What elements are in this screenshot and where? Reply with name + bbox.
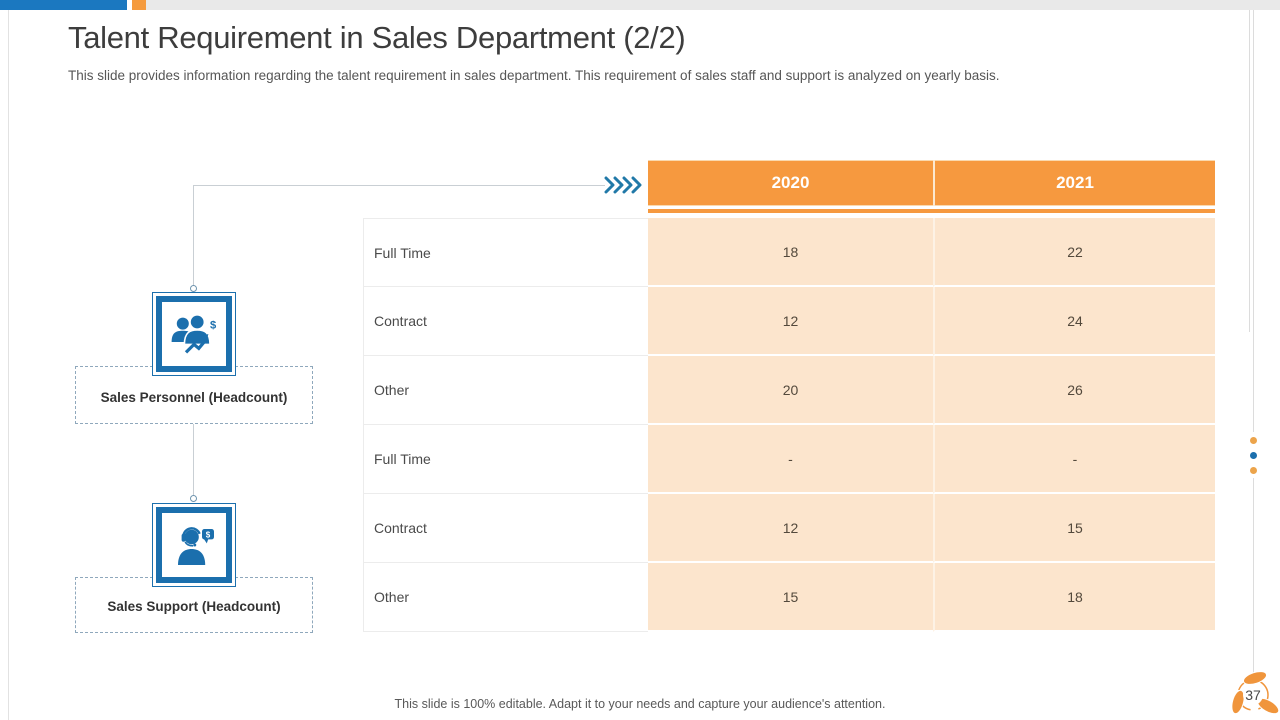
page-number-badge: 37 [1226,666,1280,720]
cell-2021: - [933,425,1215,494]
connector-node-circle-2 [190,495,197,502]
cell-2021: 18 [933,563,1215,632]
row-label: Other [363,563,648,632]
row-label: Other [363,356,648,425]
connector-node-circle-1 [190,285,197,292]
table-header-2020: 2020 [771,173,810,192]
table-header-underline-strip [648,209,1215,213]
right-dot-orange-2 [1250,467,1257,474]
table-row: Full Time - - [363,425,1215,494]
topbar-orange-square [132,0,146,10]
talent-requirement-table: Full Time 18 22 Contract 12 24 Other 20 … [363,218,1215,632]
table-row: Contract 12 15 [363,494,1215,563]
right-decoration-line-3 [1253,478,1254,678]
connector-horizontal [193,185,605,186]
right-dot-orange-1 [1250,437,1257,444]
cell-2021: 15 [933,494,1215,563]
cell-2020: 12 [648,287,933,356]
right-dot-blue [1250,452,1257,459]
page-number: 37 [1245,687,1261,703]
page-title: Talent Requirement in Sales Department (… [68,20,686,55]
row-label: Contract [363,494,648,563]
table-row: Full Time 18 22 [363,218,1215,287]
row-label: Full Time [363,218,648,287]
sales-personnel-dollar-icon: $ [156,296,232,372]
cell-2021: 26 [933,356,1215,425]
right-decoration-line-1 [1249,10,1250,332]
table-header-row: 2020 2021 [648,160,1215,206]
topbar-gray-segment [146,0,1280,10]
table-row: Other 15 18 [363,563,1215,632]
sales-support-icon-box: $ [152,503,236,587]
cell-2020: - [648,425,933,494]
sales-personnel-icon-box: $ [152,292,236,376]
cell-2021: 24 [933,287,1215,356]
connector-vertical-2 [193,424,194,495]
left-edge-divider [8,10,9,720]
connector-vertical-1 [193,185,194,286]
sales-personnel-label: Sales Personnel (Headcount) [100,390,288,405]
footer-note: This slide is 100% editable. Adapt it to… [394,697,886,711]
page-subtitle: This slide provides information regardin… [68,68,1000,83]
cell-2020: 15 [648,563,933,632]
cell-2020: 18 [648,218,933,287]
svg-text:$: $ [206,530,211,539]
table-row: Other 20 26 [363,356,1215,425]
right-decoration-line-2 [1253,10,1254,432]
row-label: Full Time [363,425,648,494]
sales-support-label: Sales Support (Headcount) [107,599,281,614]
table-header-2021: 2021 [933,160,1215,206]
cell-2020: 20 [648,356,933,425]
cell-2021: 22 [933,218,1215,287]
svg-text:$: $ [210,319,217,331]
row-label: Contract [363,287,648,356]
table-row: Contract 12 24 [363,287,1215,356]
forward-arrows-icon [604,175,642,200]
sales-support-headset-icon: $ [156,507,232,583]
topbar-blue-segment [0,0,127,10]
cell-2020: 12 [648,494,933,563]
